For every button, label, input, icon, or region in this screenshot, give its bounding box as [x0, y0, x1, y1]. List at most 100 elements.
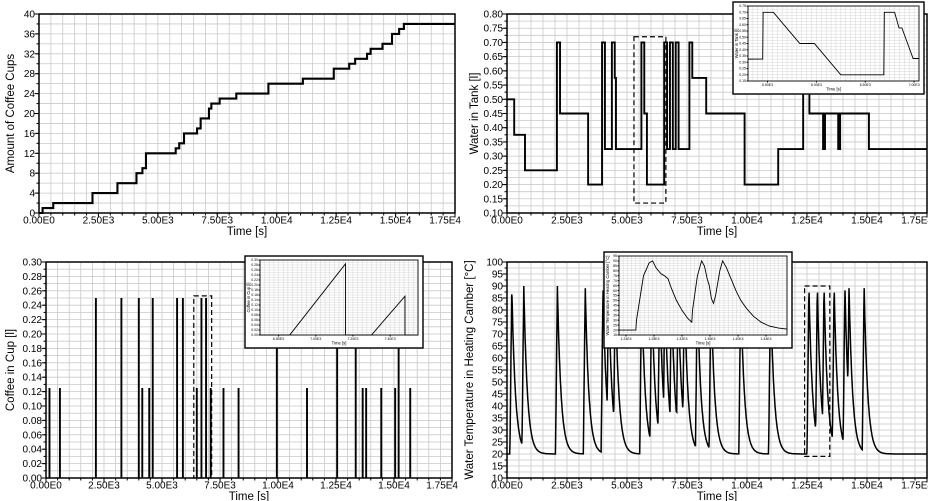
svg-text:Time [s]: Time [s]: [229, 491, 269, 501]
svg-text:Coffee in Cup [l]: Coffee in Cup [l]: [5, 329, 17, 411]
svg-text:1.50E4: 1.50E4: [380, 216, 412, 227]
svg-text:0.14: 0.14: [251, 298, 258, 302]
svg-text:60: 60: [492, 354, 504, 365]
svg-text:1.32E4: 1.32E4: [676, 337, 687, 341]
svg-text:1.25E4: 1.25E4: [320, 481, 352, 492]
svg-text:0.30: 0.30: [739, 60, 746, 64]
svg-text:20: 20: [24, 109, 36, 120]
svg-text:70: 70: [492, 330, 504, 341]
svg-text:5.00E3: 5.00E3: [146, 481, 178, 492]
svg-text:1.00E4: 1.00E4: [261, 216, 293, 227]
svg-text:55: 55: [492, 366, 504, 377]
svg-text:35: 35: [613, 313, 617, 317]
svg-text:0.26: 0.26: [251, 268, 258, 272]
svg-text:7.00E3: 7.00E3: [909, 83, 920, 87]
svg-text:1.00E4: 1.00E4: [262, 481, 294, 492]
svg-text:0.10: 0.10: [23, 402, 43, 413]
svg-text:1.44E4: 1.44E4: [760, 337, 771, 341]
svg-text:0.24: 0.24: [251, 273, 258, 277]
svg-text:0.45: 0.45: [739, 42, 746, 46]
svg-text:60: 60: [613, 289, 617, 293]
svg-text:1.36E4: 1.36E4: [704, 337, 715, 341]
svg-text:0.20: 0.20: [484, 180, 504, 191]
svg-text:0.00: 0.00: [251, 333, 258, 337]
svg-text:90: 90: [613, 259, 617, 263]
svg-text:50: 50: [613, 299, 617, 303]
svg-text:75: 75: [613, 274, 617, 278]
svg-text:2.50E3: 2.50E3: [551, 216, 583, 227]
svg-text:1.40E4: 1.40E4: [732, 337, 743, 341]
svg-text:1.24E4: 1.24E4: [620, 337, 631, 341]
svg-text:2.50E3: 2.50E3: [83, 216, 115, 227]
svg-text:1.75E4: 1.75E4: [429, 216, 461, 227]
svg-text:0.02: 0.02: [251, 328, 258, 332]
svg-text:0.02: 0.02: [23, 459, 43, 470]
svg-text:0.70: 0.70: [484, 38, 504, 49]
svg-text:0.00E0: 0.00E0: [491, 481, 523, 492]
svg-text:15: 15: [613, 333, 617, 337]
panel-water-in-tank: 0.00E0 2.50E3 5.00E3 7.50E3 1.00E4 1.25E4 1.50…: [464, 0, 928, 250]
svg-text:0.04: 0.04: [23, 445, 43, 456]
svg-text:20: 20: [492, 450, 504, 461]
svg-text:0.28: 0.28: [251, 263, 258, 267]
svg-text:95: 95: [613, 254, 617, 258]
svg-text:0.06: 0.06: [251, 318, 258, 322]
svg-text:0.00: 0.00: [23, 474, 43, 485]
svg-text:0.18: 0.18: [251, 288, 258, 292]
svg-text:Water Temperature in Heating C: Water Temperature in Heating Camber [°C]: [464, 260, 476, 479]
svg-text:0.80: 0.80: [484, 10, 504, 21]
svg-text:1.50E4: 1.50E4: [851, 216, 883, 227]
svg-text:7.20E3: 7.20E3: [347, 337, 358, 341]
svg-text:7.40E3: 7.40E3: [385, 337, 396, 341]
svg-text:32: 32: [24, 49, 36, 60]
chart-water-in-tank: 0.00E0 2.50E3 5.00E3 7.50E3 1.00E4 1.25E4 1.50…: [469, 1, 928, 238]
svg-text:0.00E0: 0.00E0: [30, 481, 62, 492]
svg-text:0.20: 0.20: [739, 73, 746, 77]
svg-text:2.50E3: 2.50E3: [88, 481, 120, 492]
svg-text:0.20: 0.20: [23, 330, 43, 341]
svg-text:6.50E3: 6.50E3: [860, 83, 871, 87]
svg-text:0.24: 0.24: [23, 301, 43, 312]
svg-text:0.55: 0.55: [739, 29, 746, 33]
svg-text:10: 10: [492, 474, 504, 485]
svg-text:1.50E4: 1.50E4: [378, 481, 410, 492]
svg-text:0.75: 0.75: [484, 24, 504, 35]
svg-text:28: 28: [24, 69, 36, 80]
svg-text:7.50E3: 7.50E3: [201, 216, 233, 227]
svg-text:Time [s]: Time [s]: [697, 226, 737, 238]
svg-text:40: 40: [492, 402, 504, 413]
svg-text:40: 40: [24, 10, 36, 21]
svg-text:0.10: 0.10: [251, 308, 258, 312]
svg-text:0.28: 0.28: [23, 272, 43, 283]
svg-text:1.25E4: 1.25E4: [791, 216, 823, 227]
svg-text:0.14: 0.14: [23, 373, 43, 384]
svg-text:1.75E4: 1.75E4: [901, 481, 928, 492]
svg-text:50: 50: [492, 378, 504, 389]
svg-text:80: 80: [613, 269, 617, 273]
svg-text:0.60: 0.60: [484, 66, 504, 77]
svg-text:1.28E4: 1.28E4: [648, 337, 659, 341]
svg-text:0.25: 0.25: [739, 67, 746, 71]
svg-text:0.15: 0.15: [484, 194, 504, 205]
svg-text:Time [s]: Time [s]: [696, 341, 711, 346]
svg-text:7.00E3: 7.00E3: [310, 337, 321, 341]
svg-text:0.60: 0.60: [739, 23, 746, 27]
svg-text:0.25: 0.25: [484, 166, 504, 177]
svg-text:1.00E4: 1.00E4: [731, 481, 763, 492]
svg-text:45: 45: [613, 304, 617, 308]
svg-text:55: 55: [613, 294, 617, 298]
svg-text:85: 85: [492, 294, 504, 305]
svg-text:1.25E4: 1.25E4: [320, 216, 352, 227]
svg-text:75: 75: [492, 318, 504, 329]
svg-text:Water Temperature in Heating C: Water Temperature in Heating Camber [°C]: [605, 256, 610, 336]
svg-text:Time [s]: Time [s]: [332, 341, 347, 346]
svg-text:Time [s]: Time [s]: [826, 87, 841, 92]
svg-text:40: 40: [613, 309, 617, 313]
svg-text:0.12: 0.12: [23, 387, 43, 398]
svg-text:65: 65: [492, 342, 504, 353]
svg-text:0.40: 0.40: [484, 123, 504, 134]
svg-text:0.30: 0.30: [484, 152, 504, 163]
svg-text:25: 25: [613, 323, 617, 327]
svg-text:20: 20: [613, 328, 617, 332]
